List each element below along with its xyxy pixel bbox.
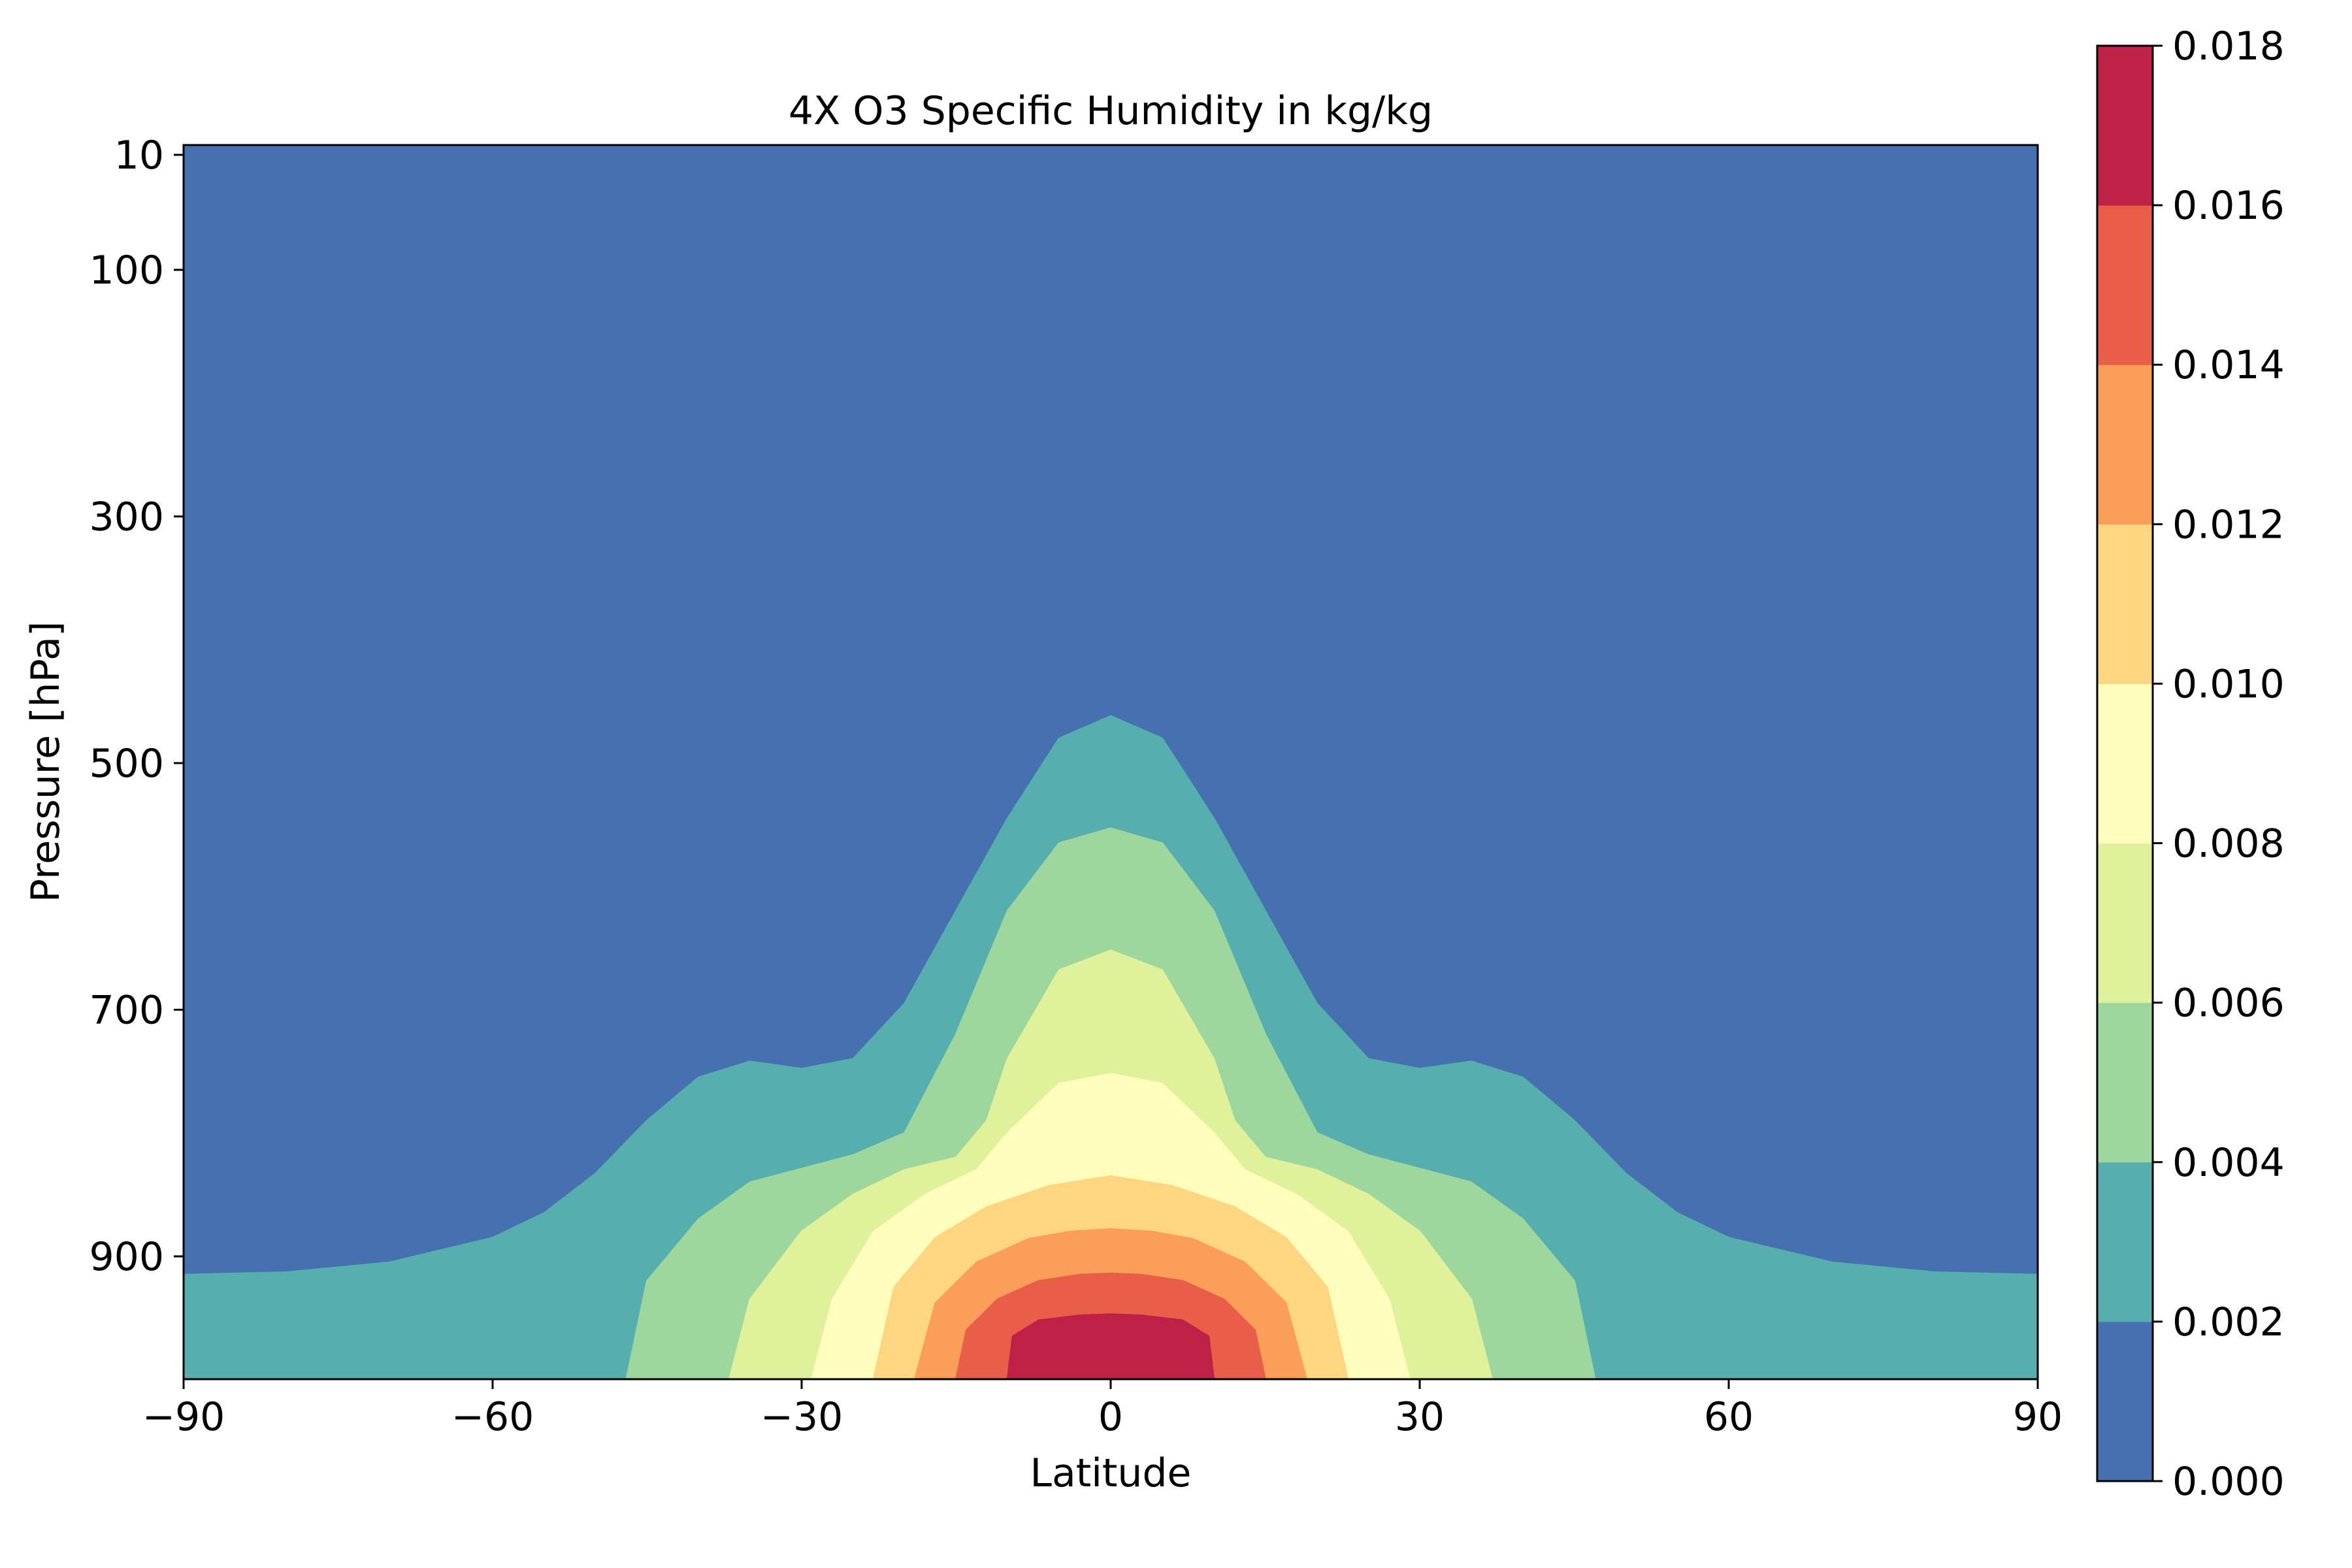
x-tick-label: 60 [1704, 1394, 1754, 1440]
colorbar-band [2097, 1002, 2153, 1163]
colorbar-band [2097, 365, 2153, 525]
y-tick-label: 500 [89, 741, 164, 787]
colorbar-band [2097, 843, 2153, 1004]
x-axis-label: Latitude [1030, 1450, 1192, 1496]
y-axis-label: Pressure [hPa] [23, 621, 69, 902]
colorbar-tick-label: 0.014 [2172, 342, 2285, 388]
y-tick-label: 10 [114, 133, 164, 178]
colorbar: 0.000 0.002 0.004 0.006 0.008 0.010 0.012 0.014… [2096, 24, 2285, 1505]
y-tick-label: 300 [89, 495, 164, 540]
y-tick-label: 100 [89, 248, 164, 293]
colorbar-tick-label: 0.010 [2172, 661, 2285, 707]
colorbar-band [2097, 683, 2153, 844]
colorbar-band [2097, 1162, 2153, 1322]
x-tick-label: −90 [142, 1394, 225, 1440]
colorbar-tick-label: 0.016 [2172, 183, 2285, 229]
x-tick-label: 0 [1098, 1394, 1123, 1440]
colorbar-tick-label: 0.002 [2172, 1299, 2285, 1345]
y-tick-label: 900 [89, 1234, 164, 1280]
colorbar-band [2097, 46, 2153, 206]
colorbar-tick-label: 0.000 [2172, 1459, 2285, 1505]
x-axis: −90 −60 −30 0 30 60 90 [142, 1379, 2063, 1440]
chart-title: 4X O3 Specific Humidity in kg/kg [789, 88, 1433, 134]
colorbar-band [2097, 524, 2153, 684]
x-tick-label: 90 [2013, 1394, 2063, 1440]
colorbar-tick-label: 0.006 [2172, 981, 2285, 1026]
contour-band-8 [1006, 1313, 1215, 1379]
colorbar-tick-label: 0.004 [2172, 1140, 2285, 1186]
x-tick-label: −60 [451, 1394, 534, 1440]
x-tick-label: 30 [1395, 1394, 1445, 1440]
y-axis: 10 100 300 500 700 900 [89, 133, 184, 1280]
colorbar-frame [2096, 44, 2154, 1482]
colorbar-tick-label: 0.008 [2172, 821, 2285, 867]
colorbar-tick-label: 0.012 [2172, 502, 2285, 547]
contour-fill-layer [184, 145, 2038, 1379]
x-tick-label: −30 [760, 1394, 843, 1440]
colorbar-tick-label: 0.018 [2172, 24, 2285, 69]
y-tick-label: 700 [89, 988, 164, 1034]
colorbar-band [2097, 205, 2153, 365]
colorbar-band [2097, 1321, 2153, 1482]
